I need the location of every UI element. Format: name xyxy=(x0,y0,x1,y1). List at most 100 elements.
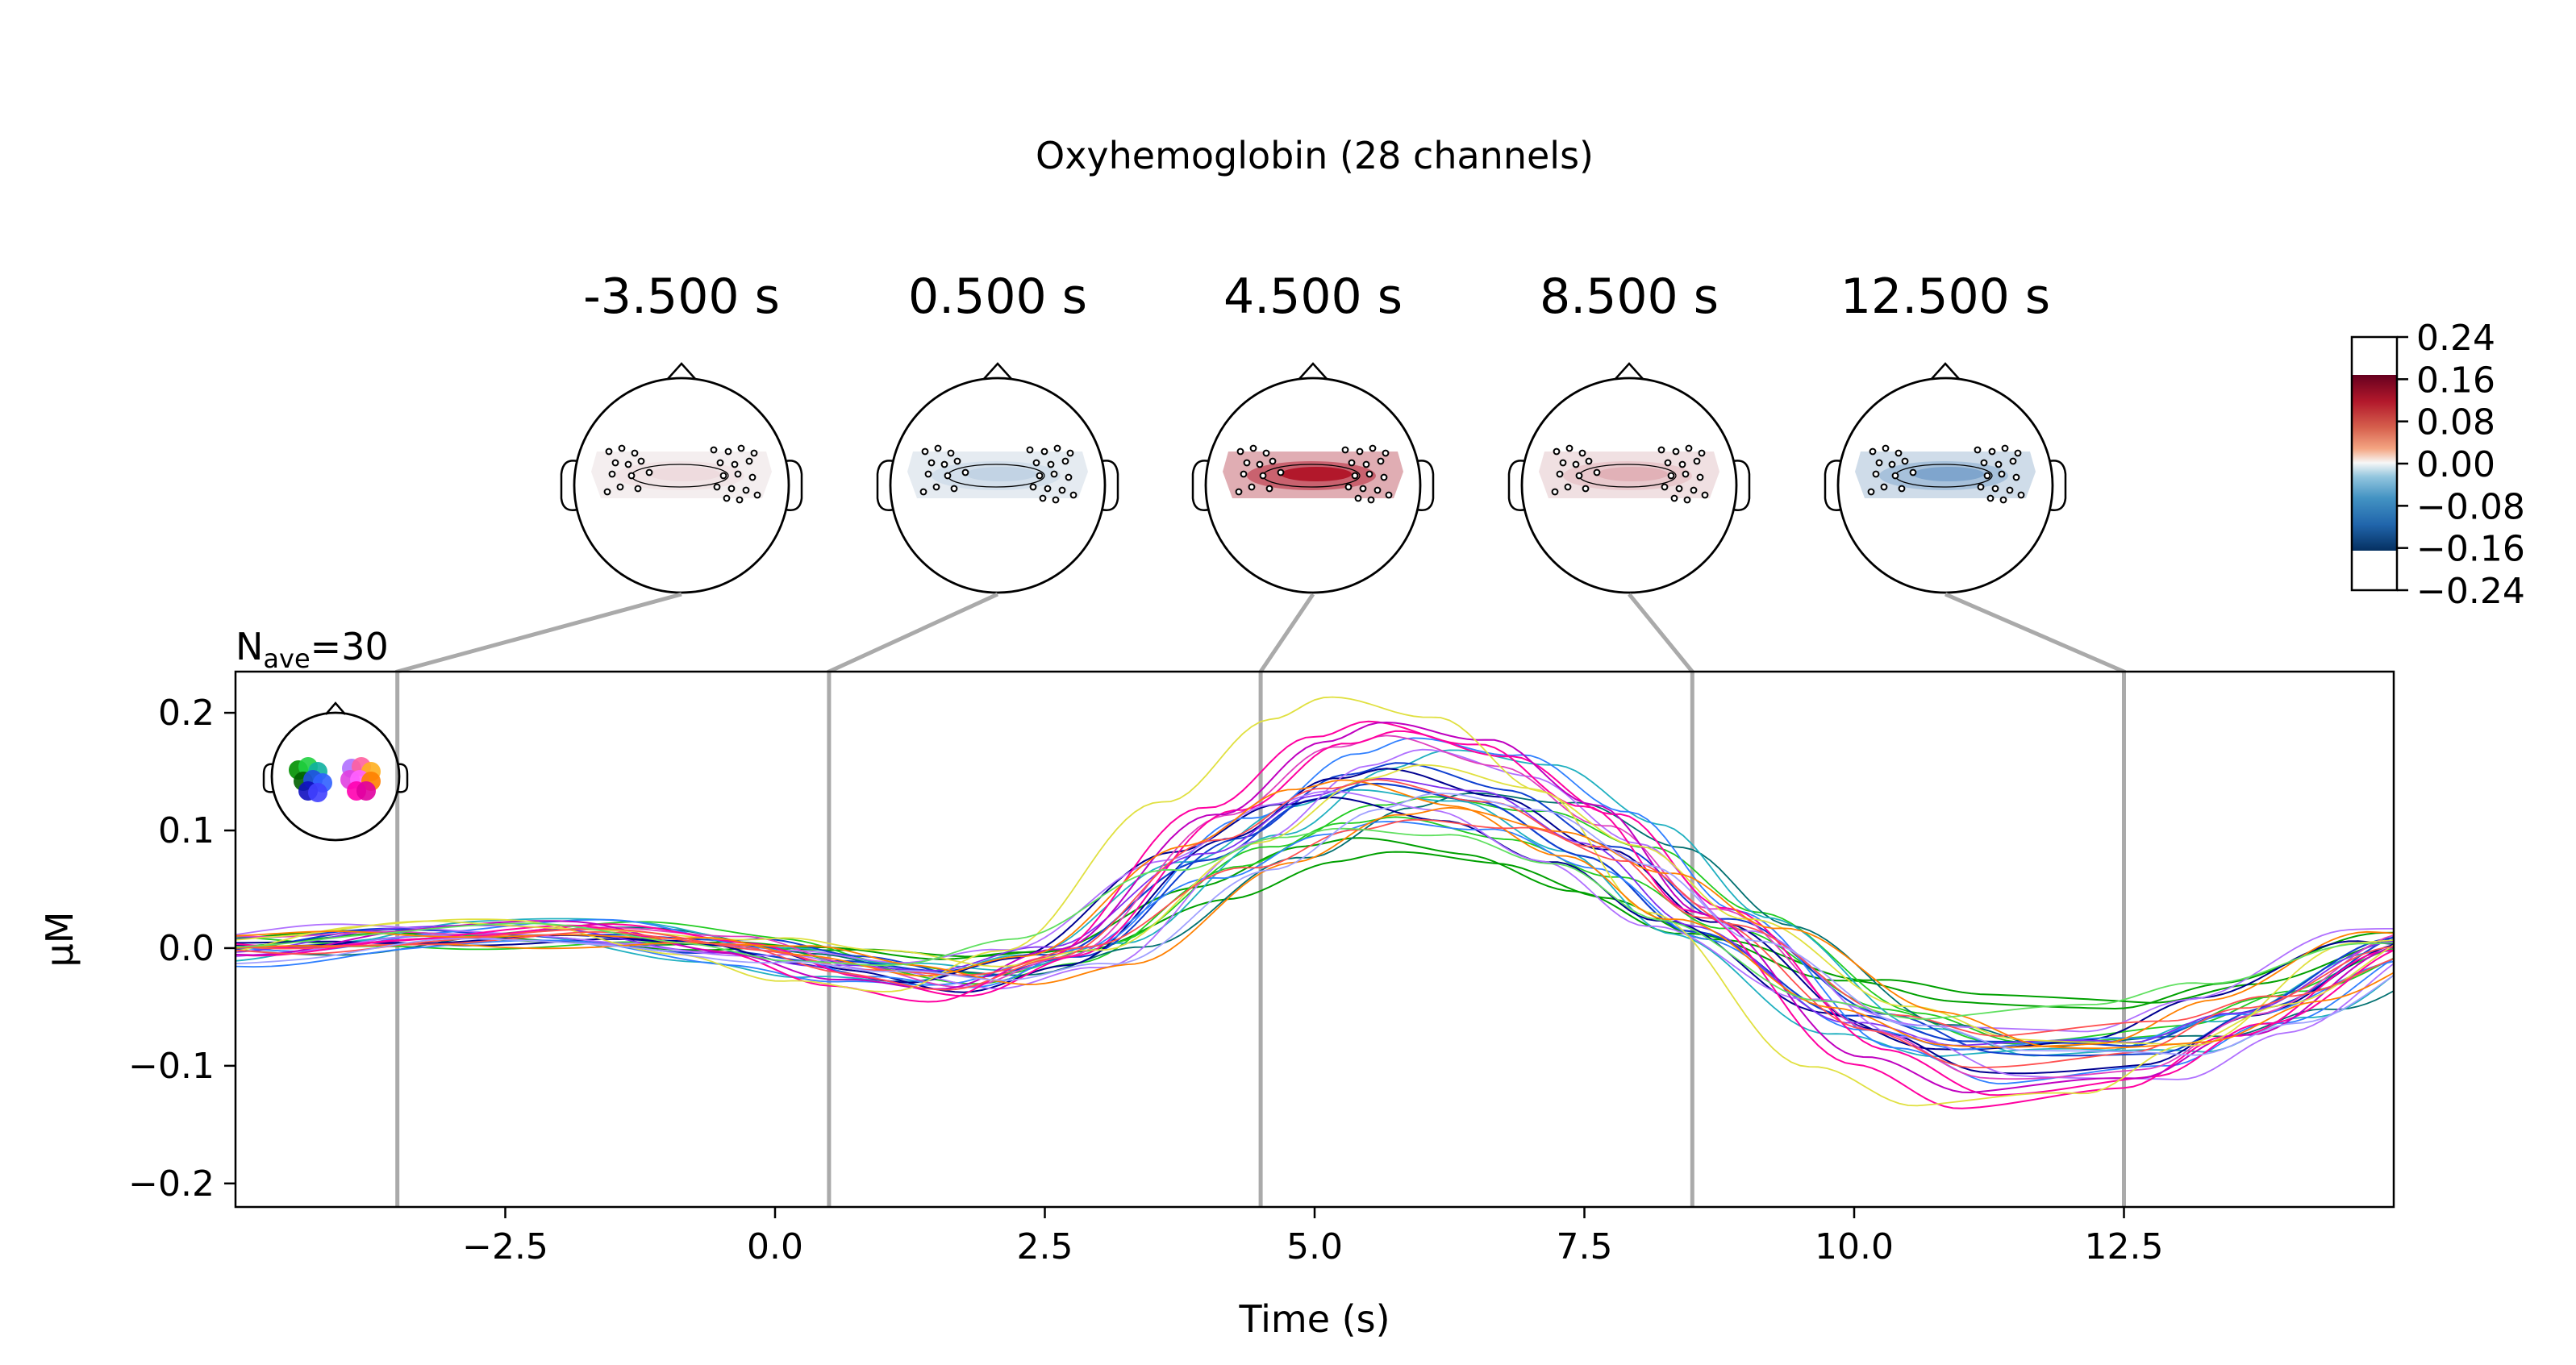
channel-trace xyxy=(236,721,2394,1094)
sensor-dot xyxy=(927,459,936,467)
y-tick-label: 0.1 xyxy=(158,810,215,851)
x-tick-label: 0.0 xyxy=(747,1226,803,1267)
sensor-dot xyxy=(1556,470,1564,478)
sensor-dot xyxy=(934,444,942,452)
sensor-dot xyxy=(634,485,642,493)
sensor-dot xyxy=(716,459,724,467)
sensor-dot xyxy=(727,485,736,493)
sensor-dot xyxy=(919,488,927,496)
sensor-dot xyxy=(1256,460,1264,468)
sensor-dot xyxy=(1667,472,1675,480)
sensor-dot xyxy=(1685,444,1693,452)
topomap: 4.500 s xyxy=(1191,268,1435,594)
sensor-dot xyxy=(1880,483,1888,491)
colorbar-tick-label: 0.00 xyxy=(2416,444,2495,485)
sensor-dot xyxy=(1572,460,1580,468)
head-nose xyxy=(1298,362,1328,381)
topomap-peak xyxy=(649,467,720,481)
sensor-dot xyxy=(1039,494,1047,502)
x-tick-label: 12.5 xyxy=(2085,1226,2164,1267)
sensor-dot xyxy=(1351,472,1359,480)
sensor-dot xyxy=(961,468,969,477)
head-nose xyxy=(666,362,697,381)
colorbar: 0.240.160.080.00−0.08−0.16−0.24 xyxy=(2350,318,2525,612)
topomap-row: -3.500 s 0.500 s 4.500 s 8.500 s 12.500 s xyxy=(560,268,2067,594)
sensor-dot xyxy=(1672,447,1680,456)
topomap-time-label: 8.500 s xyxy=(1540,268,1719,325)
sensor-dot xyxy=(624,460,632,468)
sensor-dot xyxy=(1657,446,1665,454)
sensor-dot xyxy=(605,447,613,456)
sensor-dot xyxy=(737,444,745,452)
sensor-dot xyxy=(1365,470,1373,478)
sensor-dot xyxy=(1551,488,1559,496)
nave-prefix: N xyxy=(236,625,263,668)
y-tick-label: −0.2 xyxy=(128,1163,215,1205)
sensor-dot xyxy=(618,444,626,452)
head-left-ear xyxy=(560,460,578,511)
sensor-dot xyxy=(1701,491,1709,499)
sensor-dot xyxy=(1901,457,1909,465)
sensor-dot xyxy=(1690,486,1698,494)
topomap-peak xyxy=(1597,467,1668,481)
x-tick-label: −2.5 xyxy=(462,1226,548,1267)
sensor-dot xyxy=(1348,459,1356,467)
y-axis-ticks: 0.2 0.1 0.0 −0.1 −0.2 xyxy=(128,693,236,1205)
sensor-dot xyxy=(921,447,929,456)
sensor-dot xyxy=(1565,444,1574,452)
sensor-dot xyxy=(1553,447,1561,456)
figure-title: Oxyhemoglobin (28 channels) xyxy=(1036,134,1594,177)
sensor-dot xyxy=(1052,496,1060,504)
sensor-dot xyxy=(1683,496,1691,504)
sensor-dot xyxy=(1236,447,1244,456)
channel-trace xyxy=(236,806,2394,1049)
sensor-dot xyxy=(2012,473,2020,481)
sensor-dot xyxy=(1585,457,1593,465)
sensor-dot xyxy=(1367,496,1375,504)
topomap-peak xyxy=(1913,467,1984,481)
sensor-dot xyxy=(940,460,948,468)
head-right-ear xyxy=(1416,460,1435,511)
sensor-dot xyxy=(616,483,624,491)
sensor-dot xyxy=(1991,485,1999,493)
colorbar-tick-label: 0.24 xyxy=(2416,318,2495,359)
sensor-dot xyxy=(944,472,952,480)
sensor-dot xyxy=(736,496,744,504)
topomap-time-label: 12.500 s xyxy=(1840,268,2050,325)
channel-trace xyxy=(236,720,2394,1109)
channel-trace xyxy=(236,768,2394,1075)
sensor-dot xyxy=(603,488,611,496)
sensor-dot xyxy=(1044,485,1052,493)
sensor-dot xyxy=(1698,449,1706,457)
time-guide-line xyxy=(1945,592,2126,1207)
x-tick-label: 5.0 xyxy=(1286,1226,1343,1267)
sensor-dot xyxy=(713,483,721,491)
sensor-dot xyxy=(1243,459,1251,467)
sensor-dot xyxy=(1061,457,1069,465)
colorbar-tick-label: 0.08 xyxy=(2416,402,2495,443)
inset-right-ear xyxy=(397,763,409,793)
channel-trace xyxy=(236,777,2394,1047)
sensor-dot xyxy=(1898,485,1906,493)
head-right-ear xyxy=(1101,460,1119,511)
topomap: -3.500 s xyxy=(560,268,803,594)
sensor-dot xyxy=(1377,457,1385,465)
topomap-time-label: 4.500 s xyxy=(1223,268,1403,325)
topomap-peak xyxy=(965,467,1036,481)
head-left-ear xyxy=(1507,460,1526,511)
sensor-dot xyxy=(1582,485,1590,493)
sensor-dot xyxy=(1909,468,1917,477)
head-right-ear xyxy=(785,460,803,511)
sensor-dot xyxy=(645,468,653,477)
topomap-peak xyxy=(1281,467,1352,481)
topomap-time-label: 0.500 s xyxy=(908,268,1087,325)
sensor-dot xyxy=(1359,485,1367,493)
inset-left-ear xyxy=(262,763,274,793)
sensor-dot xyxy=(1882,444,1890,452)
channel-trace xyxy=(236,837,2394,1010)
inset-sensor-blob xyxy=(308,783,327,802)
head-nose xyxy=(1930,362,1961,381)
sensor-dot xyxy=(1362,460,1370,468)
sensor-dot xyxy=(1575,472,1583,480)
channel-trace xyxy=(236,827,2394,1020)
